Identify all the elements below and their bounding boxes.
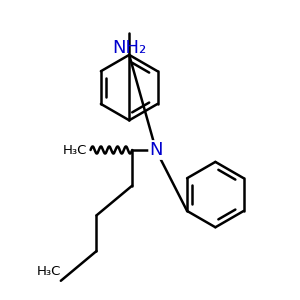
Text: H₃C: H₃C	[37, 265, 61, 278]
Text: H₃C: H₃C	[63, 143, 88, 157]
Text: N: N	[149, 141, 163, 159]
Text: NH₂: NH₂	[112, 38, 146, 56]
